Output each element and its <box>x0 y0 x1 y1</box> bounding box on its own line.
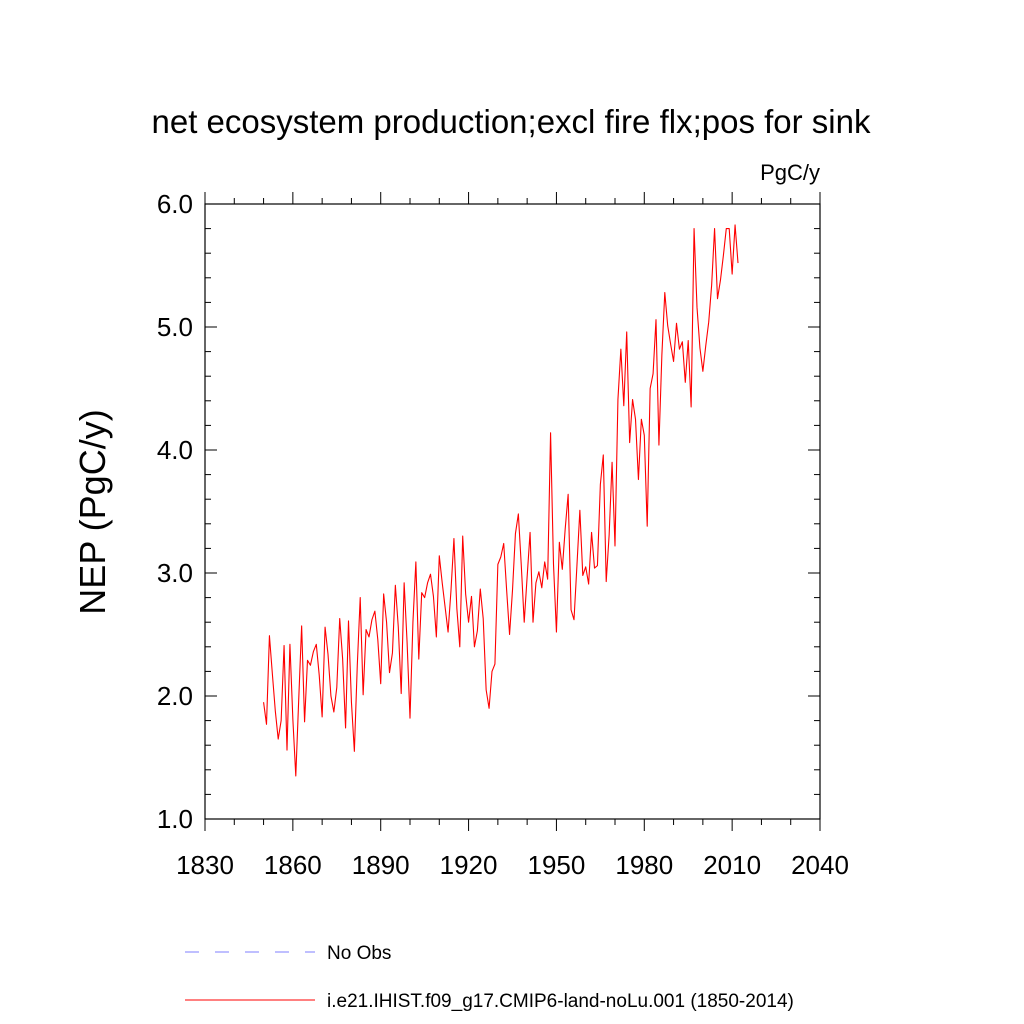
plot-axes <box>204 192 821 831</box>
series-lines <box>263 224 739 777</box>
x-tick-label: 2040 <box>791 850 849 880</box>
series-line <box>263 224 739 777</box>
tick-labels: 1830 1860 1890 1920 1950 1980 2010 2040 1.0 2.0 3.… <box>157 189 849 880</box>
x-tick-label: 2010 <box>703 850 761 880</box>
y-axis-label: NEP (PgC/y) <box>72 409 113 614</box>
x-tick-label: 1920 <box>440 850 498 880</box>
units-label: PgC/y <box>760 160 820 185</box>
plot-frame <box>204 203 821 820</box>
y-tick-label: 3.0 <box>157 558 193 588</box>
y-tick-label: 5.0 <box>157 312 193 342</box>
y-tick-label: 2.0 <box>157 681 193 711</box>
x-tick-label: 1980 <box>615 850 673 880</box>
y-tick-label: 4.0 <box>157 435 193 465</box>
x-tick-label: 1950 <box>528 850 586 880</box>
x-tick-label: 1890 <box>352 850 410 880</box>
legend-label: i.e21.IHIST.f09_g17.CMIP6-land-noLu.001 … <box>327 991 794 1012</box>
x-tick-label: 1830 <box>176 850 234 880</box>
chart-title: net ecosystem production;excl fire flx;p… <box>152 103 871 140</box>
y-tick-label: 1.0 <box>157 804 193 834</box>
x-tick-label: 1860 <box>264 850 322 880</box>
legend: No Obs i.e21.IHIST.f09_g17.CMIP6-land-noL… <box>185 943 794 1012</box>
legend-label: No Obs <box>327 943 391 964</box>
y-tick-label: 6.0 <box>157 189 193 219</box>
